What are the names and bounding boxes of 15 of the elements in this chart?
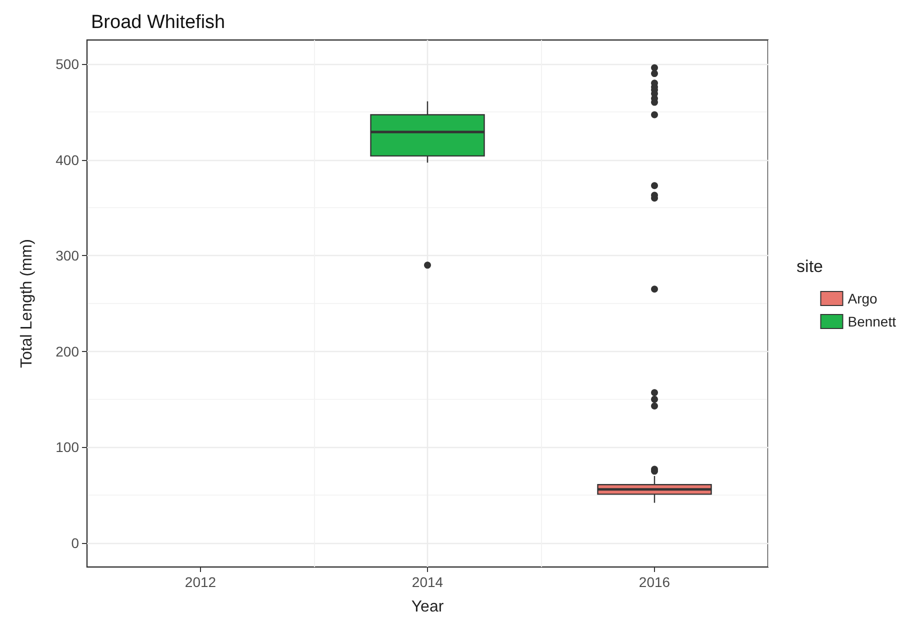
x-tick-label: 2016	[638, 574, 670, 590]
chart-title: Broad Whitefish	[91, 12, 226, 33]
y-tick-label: 0	[71, 535, 80, 552]
x-tick-label: 2012	[184, 574, 216, 590]
y-tick-label: 200	[56, 343, 80, 360]
y-tick-label: 300	[56, 248, 80, 264]
x-tick-label: 2014	[412, 574, 444, 590]
legend-label: Argo	[848, 290, 878, 306]
y-axis-title: Total Length (mm)	[18, 239, 36, 368]
y-tick-label: 400	[56, 152, 80, 168]
legend-title: site	[796, 257, 824, 276]
y-tick-label: 500	[56, 56, 80, 72]
x-axis-title: Year	[411, 598, 444, 616]
legend-label: Bennett	[848, 314, 896, 330]
y-tick-label: 100	[56, 439, 80, 456]
